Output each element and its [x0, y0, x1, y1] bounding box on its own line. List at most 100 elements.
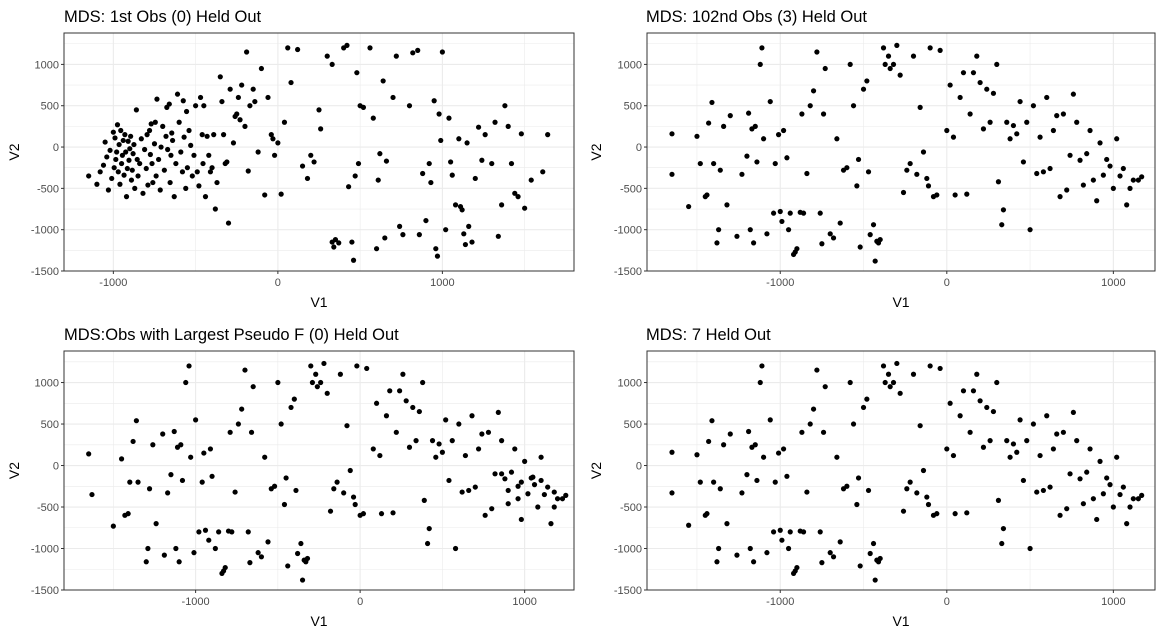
scatter-point — [1135, 496, 1141, 502]
scatter-point — [541, 491, 547, 498]
scatter-point — [469, 239, 475, 245]
y-tick-label: -1500 — [31, 266, 59, 278]
scatter-point — [347, 467, 353, 474]
scatter-point — [897, 72, 903, 78]
scatter-point — [1034, 170, 1040, 177]
scatter-point — [355, 160, 362, 167]
scatter-point — [318, 379, 324, 386]
scatter-point — [382, 235, 388, 241]
scatter-point — [495, 409, 501, 416]
scatter-point — [714, 240, 720, 246]
y-tick-label: 1000 — [35, 378, 59, 390]
panels-container: -1000 0 1000 -1500 -1000 -500 0 500 1000 MDS: 1st… — [6, 8, 1156, 629]
scatter-point — [196, 183, 202, 189]
scatter-point — [206, 537, 212, 543]
scatter-point — [446, 477, 452, 484]
scatter-point — [977, 398, 983, 404]
scatter-point — [239, 406, 245, 412]
scatter-point — [834, 454, 840, 460]
scatter-point — [154, 96, 160, 102]
scatter-point — [275, 379, 281, 386]
scatter-point — [974, 371, 980, 377]
x-tick-label: 1000 — [1101, 596, 1125, 608]
scatter-point — [469, 413, 475, 419]
scatter-point — [865, 169, 872, 175]
scatter-point — [669, 490, 675, 496]
scatter-point — [925, 501, 932, 508]
panel-title: MDS: 7 Held Out — [646, 326, 771, 344]
scatter-point — [350, 494, 357, 500]
scatter-point — [995, 497, 1002, 503]
scatter-point — [426, 160, 432, 167]
scatter-point — [121, 172, 127, 178]
scatter-point — [334, 479, 340, 485]
scatter-point — [283, 475, 289, 481]
scatter-point — [138, 136, 144, 142]
scatter-point — [400, 232, 406, 238]
scatter-point — [669, 171, 675, 177]
scatter-point — [1054, 113, 1060, 119]
scatter-point — [324, 53, 330, 59]
scatter-point — [1027, 227, 1033, 233]
x-tick-label: -1000 — [766, 277, 794, 289]
scatter-point — [118, 160, 125, 167]
scatter-point — [199, 132, 205, 138]
scatter-point — [124, 165, 130, 172]
scatter-point — [281, 119, 288, 125]
scatter-point — [489, 506, 495, 512]
scatter-point — [844, 483, 850, 489]
scatter-point — [109, 175, 115, 182]
y-tick-label: -1500 — [31, 585, 59, 597]
scatter-point — [472, 484, 478, 490]
scatter-point — [669, 131, 675, 137]
scatter-point — [1107, 163, 1113, 169]
scatter-point — [505, 487, 511, 494]
scatter-point — [375, 177, 381, 183]
scatter-point — [952, 192, 958, 198]
scatter-point — [505, 123, 511, 129]
scatter-point — [1014, 131, 1020, 137]
scatter-point — [499, 202, 505, 208]
scatter-point — [844, 165, 850, 171]
scatter-point — [183, 185, 189, 191]
scatter-point — [378, 511, 385, 517]
x-tick-label: -1000 — [182, 596, 210, 608]
x-axis-title: V1 — [310, 294, 327, 310]
scatter-point — [100, 162, 107, 168]
scatter-point — [184, 165, 190, 171]
scatter-point — [515, 483, 521, 489]
scatter-point — [245, 168, 251, 174]
scatter-point — [278, 191, 284, 197]
scatter-point — [734, 552, 740, 558]
scatter-point — [924, 494, 930, 500]
scatter-point — [271, 152, 278, 158]
scatter-point — [151, 141, 158, 147]
scatter-point — [857, 244, 863, 250]
scatter-point — [999, 540, 1005, 547]
scatter-point — [822, 384, 828, 390]
scatter-point — [1074, 438, 1080, 444]
scatter-point — [211, 132, 217, 138]
scatter-point — [148, 121, 154, 127]
scatter-point — [433, 246, 439, 252]
scatter-point — [360, 511, 367, 517]
scatter-point — [907, 479, 913, 485]
scatter-point — [217, 74, 223, 80]
scatter-point — [717, 167, 723, 173]
scatter-point — [107, 147, 113, 153]
scatter-point — [168, 152, 174, 158]
scatter-point — [559, 496, 566, 502]
scatter-point — [123, 194, 130, 200]
scatter-point — [540, 169, 546, 175]
scatter-point — [887, 384, 893, 390]
scatter-point — [224, 159, 230, 165]
scatter-point — [727, 431, 733, 437]
scatter-point — [1097, 458, 1103, 464]
scatter-point — [227, 429, 233, 435]
scatter-point — [406, 444, 413, 450]
scatter-point — [329, 61, 335, 68]
scatter-point — [721, 442, 727, 448]
scatter-point — [206, 152, 212, 158]
scatter-point — [1127, 185, 1133, 191]
y-tick-label: -500 — [620, 183, 642, 195]
